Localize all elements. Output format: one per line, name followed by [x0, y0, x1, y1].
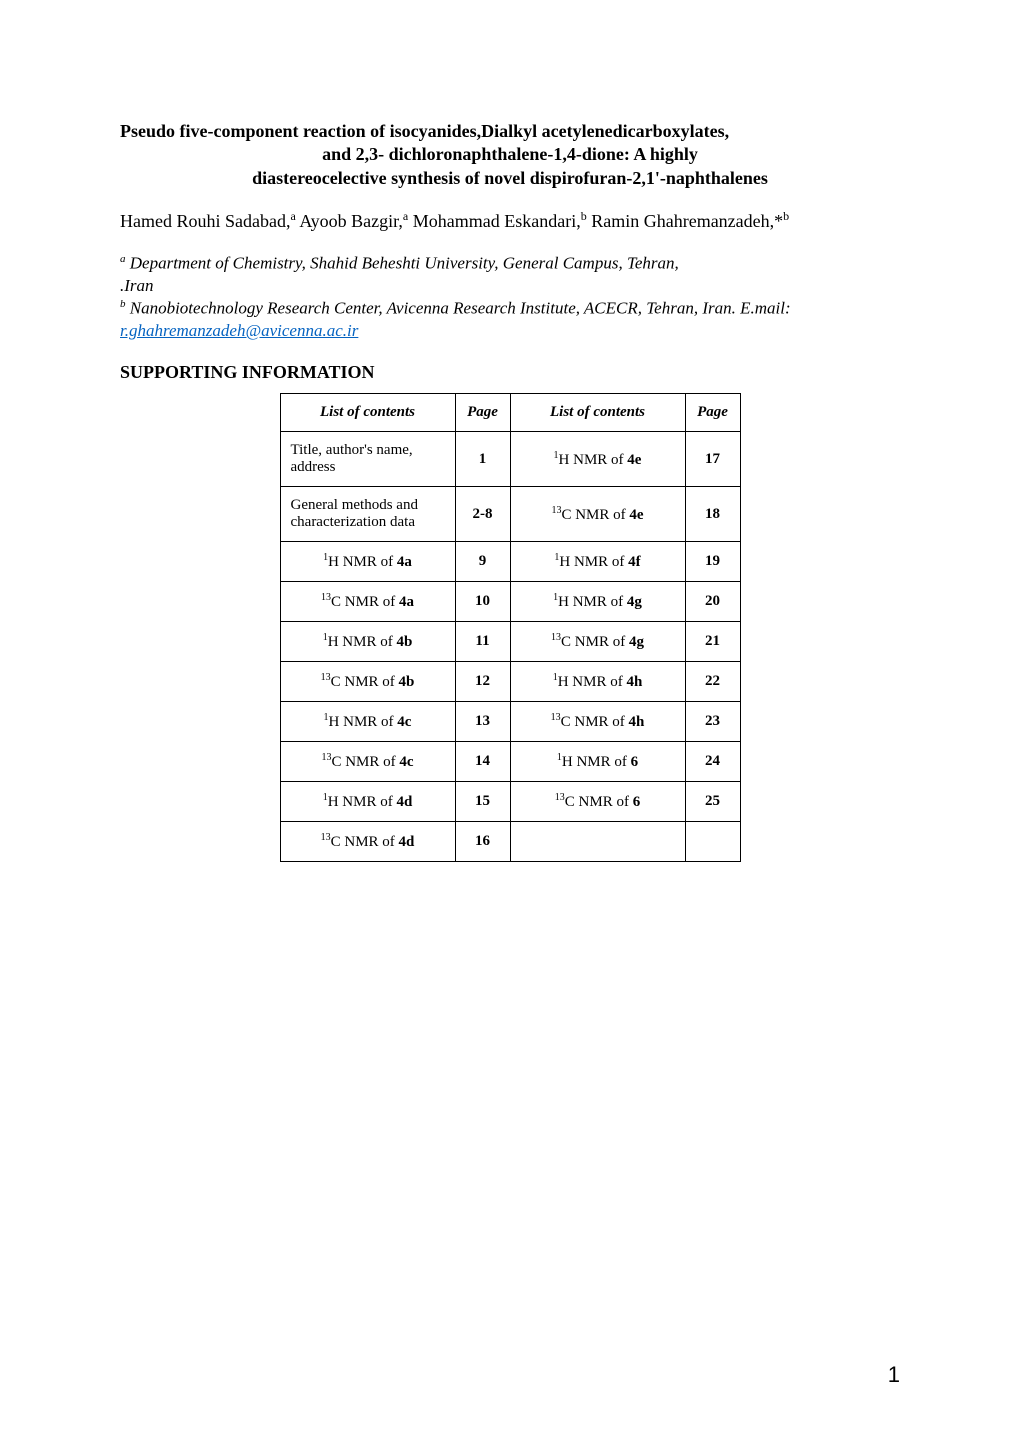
table-row: 1H NMR of 4b1113C NMR of 4g21	[280, 622, 740, 662]
affiliation-a: a Department of Chemistry, Shahid Behesh…	[120, 252, 900, 275]
toc-right-content	[510, 822, 685, 862]
page-number: 1	[888, 1362, 900, 1388]
toc-right-content: 13C NMR of 4h	[510, 702, 685, 742]
table-row: Title, author's name, address11H NMR of …	[280, 432, 740, 487]
table-row: 13C NMR of 4d16	[280, 822, 740, 862]
toc-right-page: 23	[685, 702, 740, 742]
affiliation-b: b Nanobiotechnology Research Center, Avi…	[120, 297, 900, 342]
title-line-1: Pseudo five-component reaction of isocya…	[120, 120, 900, 143]
toc-right-page: 19	[685, 542, 740, 582]
toc-left-page: 13	[455, 702, 510, 742]
toc-right-page	[685, 822, 740, 862]
table-row: 1H NMR of 4c1313C NMR of 4h23	[280, 702, 740, 742]
toc-table-wrapper: List of contents Page List of contents P…	[120, 389, 900, 862]
toc-right-page: 17	[685, 432, 740, 487]
toc-left-page: 14	[455, 742, 510, 782]
table-row: General methods and characterization dat…	[280, 487, 740, 542]
toc-right-page: 25	[685, 782, 740, 822]
title-line-3: diastereocelective synthesis of novel di…	[120, 167, 900, 190]
toc-right-page: 21	[685, 622, 740, 662]
toc-left-content: Title, author's name, address	[280, 432, 455, 487]
table-row: 1H NMR of 4a91H NMR of 4f19	[280, 542, 740, 582]
table-row: 13C NMR of 4b121H NMR of 4h22	[280, 662, 740, 702]
toc-left-page: 1	[455, 432, 510, 487]
toc-right-content: 1H NMR of 4e	[510, 432, 685, 487]
title-line-2: and 2,3- dichloronaphthalene-1,4-dione: …	[120, 143, 900, 166]
corresponding-email-link[interactable]: r.ghahremanzadeh@avicenna.ac.ir	[120, 321, 358, 340]
toc-right-content: 1H NMR of 4f	[510, 542, 685, 582]
toc-right-page: 24	[685, 742, 740, 782]
toc-right-content: 1H NMR of 4g	[510, 582, 685, 622]
author-4-name: Ramin Ghahremanzadeh,*	[591, 211, 783, 231]
toc-left-page: 2-8	[455, 487, 510, 542]
toc-right-content: 1H NMR of 6	[510, 742, 685, 782]
toc-left-page: 12	[455, 662, 510, 702]
toc-right-page: 18	[685, 487, 740, 542]
author-1-affil: a	[290, 209, 295, 223]
toc-left-content: 13C NMR of 4b	[280, 662, 455, 702]
author-2-affil: a	[403, 209, 408, 223]
author-4-affil: b	[783, 209, 789, 223]
table-of-contents: List of contents Page List of contents P…	[280, 393, 741, 862]
toc-right-content: 13C NMR of 4e	[510, 487, 685, 542]
author-1-name: Hamed Rouhi Sadabad,	[120, 211, 290, 231]
affiliation-b-text: Nanobiotechnology Research Center, Avice…	[126, 299, 791, 318]
header-contents-left: List of contents	[280, 394, 455, 432]
author-3-affil: b	[581, 209, 587, 223]
affiliation-a-text: Department of Chemistry, Shahid Beheshti…	[126, 254, 679, 273]
toc-left-page: 15	[455, 782, 510, 822]
header-contents-right: List of contents	[510, 394, 685, 432]
toc-left-page: 9	[455, 542, 510, 582]
toc-right-content: 1H NMR of 4h	[510, 662, 685, 702]
toc-left-content: 13C NMR of 4c	[280, 742, 455, 782]
toc-left-page: 11	[455, 622, 510, 662]
toc-left-content: 1H NMR of 4a	[280, 542, 455, 582]
toc-left-content: 13C NMR of 4d	[280, 822, 455, 862]
table-row: 13C NMR of 4c141H NMR of 624	[280, 742, 740, 782]
supporting-info-heading: SUPPORTING INFORMATION	[120, 362, 900, 383]
paper-title: Pseudo five-component reaction of isocya…	[120, 120, 900, 190]
toc-left-content: 1H NMR of 4c	[280, 702, 455, 742]
toc-right-content: 13C NMR of 6	[510, 782, 685, 822]
affiliations-block: a Department of Chemistry, Shahid Behesh…	[120, 252, 900, 342]
author-3-name: Mohammad Eskandari,	[413, 211, 581, 231]
affiliation-a-line2: .Iran	[120, 275, 900, 297]
toc-left-page: 16	[455, 822, 510, 862]
toc-left-content: 1H NMR of 4b	[280, 622, 455, 662]
table-header-row: List of contents Page List of contents P…	[280, 394, 740, 432]
toc-left-content: General methods and characterization dat…	[280, 487, 455, 542]
table-row: 1H NMR of 4d1513C NMR of 625	[280, 782, 740, 822]
toc-left-content: 13C NMR of 4a	[280, 582, 455, 622]
toc-right-content: 13C NMR of 4g	[510, 622, 685, 662]
authors-block: Hamed Rouhi Sadabad,a Ayoob Bazgir,a Moh…	[120, 208, 900, 234]
toc-right-page: 20	[685, 582, 740, 622]
toc-left-content: 1H NMR of 4d	[280, 782, 455, 822]
toc-right-page: 22	[685, 662, 740, 702]
header-page-right: Page	[685, 394, 740, 432]
table-row: 13C NMR of 4a101H NMR of 4g20	[280, 582, 740, 622]
toc-left-page: 10	[455, 582, 510, 622]
author-2-name: Ayoob Bazgir,	[299, 211, 403, 231]
header-page-left: Page	[455, 394, 510, 432]
